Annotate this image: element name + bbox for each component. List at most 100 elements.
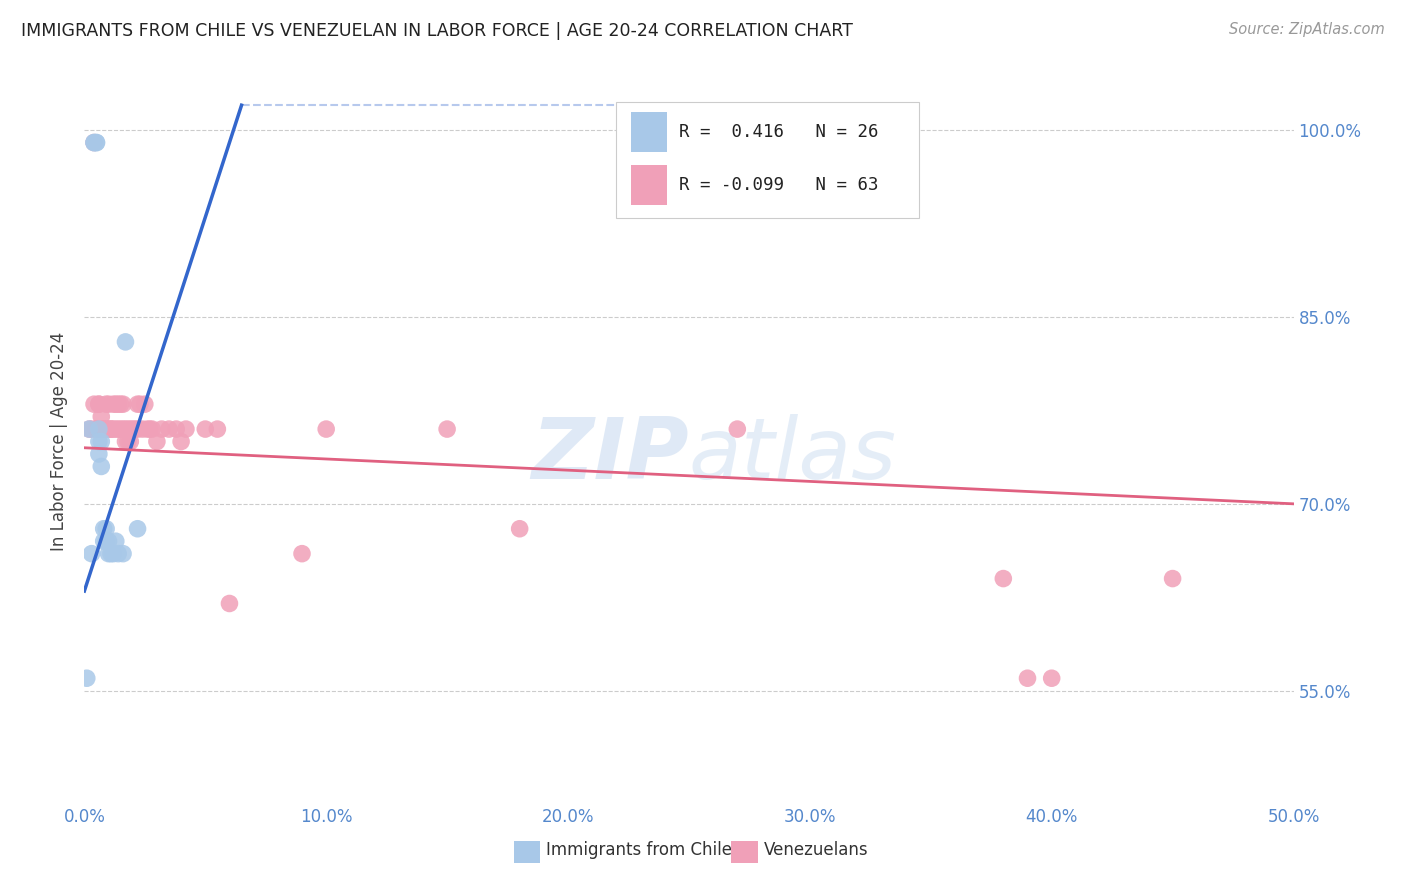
Point <box>97 547 120 561</box>
Point <box>315 422 337 436</box>
Point <box>103 422 125 436</box>
Point <box>1161 572 1184 586</box>
Point <box>94 397 117 411</box>
Y-axis label: In Labor Force | Age 20-24: In Labor Force | Age 20-24 <box>51 332 69 551</box>
Point <box>157 422 180 436</box>
Point <box>77 422 100 436</box>
Point <box>100 547 122 561</box>
Point <box>86 422 108 436</box>
Point <box>87 397 110 411</box>
Point <box>170 434 193 449</box>
Point <box>207 422 229 436</box>
Point <box>90 422 112 436</box>
Point <box>93 522 115 536</box>
Point <box>127 397 149 411</box>
Point <box>83 136 105 150</box>
Point <box>77 422 100 436</box>
Point <box>993 572 1015 586</box>
Point <box>121 422 143 436</box>
Point <box>86 136 108 150</box>
Point <box>117 434 139 449</box>
Point <box>107 422 129 436</box>
Point <box>165 422 187 436</box>
Point <box>83 136 105 150</box>
Point <box>1040 671 1063 685</box>
Point <box>114 434 136 449</box>
Point <box>124 422 146 436</box>
Point <box>100 422 122 436</box>
Point <box>218 808 240 822</box>
Bar <box>513 841 540 863</box>
Point <box>87 422 110 436</box>
Point <box>90 459 112 474</box>
Bar <box>731 841 758 863</box>
Text: Immigrants from Chile: Immigrants from Chile <box>547 841 733 859</box>
Point <box>100 422 122 436</box>
Point <box>94 534 117 549</box>
Point <box>87 397 110 411</box>
Point <box>436 422 458 436</box>
Point <box>120 422 142 436</box>
Point <box>134 397 156 411</box>
Point <box>138 422 160 436</box>
Point <box>76 671 98 685</box>
Point <box>93 422 115 436</box>
Point <box>509 522 531 536</box>
Point <box>127 522 149 536</box>
Point <box>87 447 110 461</box>
Point <box>94 522 117 536</box>
Point <box>129 397 152 411</box>
Point <box>86 422 108 436</box>
Point <box>90 409 112 424</box>
Point <box>1017 671 1039 685</box>
Text: Source: ZipAtlas.com: Source: ZipAtlas.com <box>1229 22 1385 37</box>
Text: atlas: atlas <box>689 415 897 498</box>
Point <box>104 534 127 549</box>
Point <box>725 422 748 436</box>
Point <box>87 434 110 449</box>
Point <box>90 434 112 449</box>
Bar <box>631 165 668 205</box>
Point <box>93 534 115 549</box>
Point <box>107 397 129 411</box>
Point <box>97 422 120 436</box>
Point <box>112 547 135 561</box>
Point <box>94 422 117 436</box>
Point <box>174 422 197 436</box>
Point <box>104 397 127 411</box>
Point <box>112 397 135 411</box>
Point <box>131 422 153 436</box>
Point <box>86 136 108 150</box>
Point <box>80 422 103 436</box>
Point <box>146 434 169 449</box>
Point <box>97 534 120 549</box>
Point <box>114 422 136 436</box>
FancyBboxPatch shape <box>616 102 918 218</box>
Text: Venezuelans: Venezuelans <box>763 841 869 859</box>
Point <box>110 397 132 411</box>
Point <box>291 547 314 561</box>
Point <box>83 397 105 411</box>
Point <box>150 422 173 436</box>
Point <box>83 136 105 150</box>
Point <box>110 422 132 436</box>
Point <box>80 547 103 561</box>
Point <box>114 334 136 349</box>
Point <box>120 434 142 449</box>
Point <box>194 422 217 436</box>
Point <box>112 422 135 436</box>
Point <box>103 547 125 561</box>
Point <box>127 422 149 436</box>
Text: IMMIGRANTS FROM CHILE VS VENEZUELAN IN LABOR FORCE | AGE 20-24 CORRELATION CHART: IMMIGRANTS FROM CHILE VS VENEZUELAN IN L… <box>21 22 853 40</box>
Text: R = -0.099   N = 63: R = -0.099 N = 63 <box>679 176 879 194</box>
Text: ZIP: ZIP <box>531 415 689 498</box>
Point <box>103 397 125 411</box>
Text: R =  0.416   N = 26: R = 0.416 N = 26 <box>679 123 879 141</box>
Point <box>218 597 240 611</box>
Point <box>117 422 139 436</box>
Point <box>141 422 163 436</box>
Point <box>107 547 129 561</box>
Point <box>104 422 127 436</box>
Point <box>136 422 159 436</box>
Bar <box>631 112 668 153</box>
